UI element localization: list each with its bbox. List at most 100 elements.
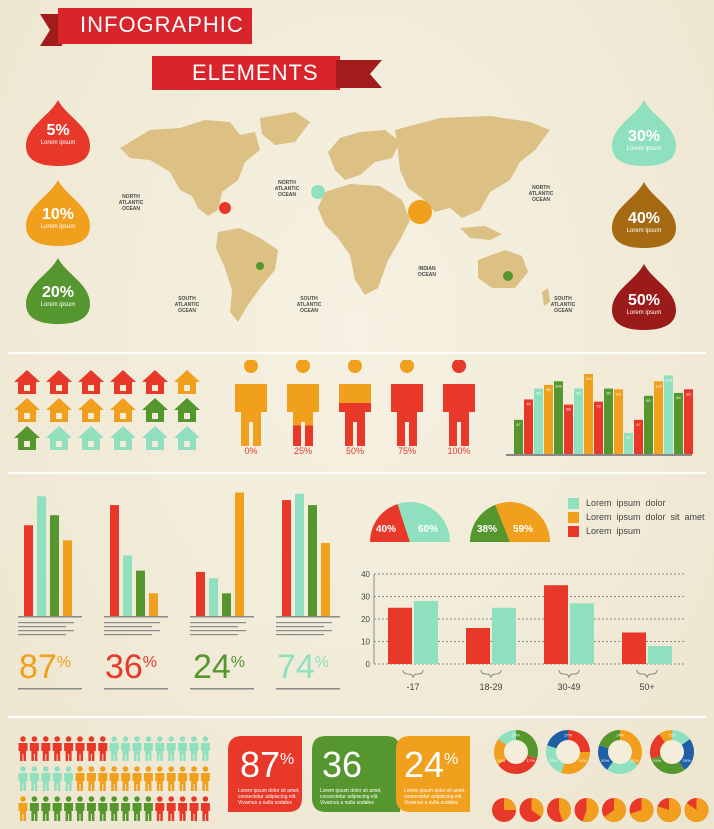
person-head <box>100 766 106 772</box>
mini-baseline <box>190 616 254 618</box>
person-head <box>145 796 152 802</box>
mini-chart-percent: 24% <box>192 648 246 686</box>
drop-icon <box>612 264 676 330</box>
house-icon <box>174 426 200 450</box>
house-icon <box>14 398 40 422</box>
house-icon <box>46 426 72 450</box>
person-body <box>98 803 108 821</box>
person-body <box>132 773 142 791</box>
person-body <box>18 803 28 821</box>
category-brace <box>402 669 424 679</box>
person-head <box>65 796 72 802</box>
drop-left-2[interactable]: 10% Lorem ipsum <box>40 206 76 230</box>
map-dot-orange[interactable] <box>408 200 432 224</box>
small-pie-slice <box>559 798 571 822</box>
person-body <box>121 803 131 821</box>
donut-label: 14% <box>616 733 624 738</box>
mini-bar <box>209 578 218 616</box>
person-fill <box>339 403 371 446</box>
person-icon <box>200 796 210 821</box>
mini-bar <box>37 496 46 616</box>
person-head <box>122 736 129 742</box>
house-icon <box>110 398 136 422</box>
map-dot-green-south-america[interactable] <box>256 262 264 270</box>
stat-card-red <box>228 736 302 812</box>
bar-value-label: 90 <box>606 391 611 396</box>
person-icon <box>29 766 39 791</box>
house-icon <box>110 398 136 422</box>
mini-chart-percent: 36% <box>104 648 158 686</box>
mini-text-line <box>104 630 160 632</box>
person-icon <box>143 766 153 791</box>
mini-bar <box>196 571 205 616</box>
person-scale-label: 50% <box>346 446 364 456</box>
drop-left-3[interactable]: 20% Lorem ipsum <box>40 284 76 308</box>
person-body <box>178 773 188 791</box>
map-dot-red[interactable] <box>219 202 231 214</box>
drop-right-1[interactable]: 30% Lorem ipsum <box>626 128 662 152</box>
person-icon <box>52 736 62 761</box>
person-icon <box>178 736 188 761</box>
person-body <box>200 773 210 791</box>
person-body <box>200 743 210 761</box>
person-head <box>77 736 83 742</box>
house-window <box>120 385 126 391</box>
bar <box>554 381 563 454</box>
person-icon <box>189 796 199 821</box>
person-head <box>134 766 140 772</box>
drop-left-1[interactable]: 5% Lorem ipsum <box>40 122 76 146</box>
person-head <box>77 796 83 802</box>
map-dot-mint[interactable] <box>311 185 325 199</box>
person-icon <box>443 360 475 446</box>
drop-right-3[interactable]: 50% Lorem ipsum <box>626 292 662 316</box>
grouped-bar <box>492 607 516 664</box>
person-icon <box>18 766 28 791</box>
asia <box>395 116 550 218</box>
donut-label: 14% <box>497 758 505 763</box>
person-body <box>121 773 131 791</box>
bar-value-label: 80 <box>646 398 651 403</box>
world-map <box>120 112 550 322</box>
bar <box>664 375 673 454</box>
mini-text-line <box>276 622 332 624</box>
stat-card-2-value: 36 <box>322 744 363 785</box>
donut-label: 22% <box>631 758 639 763</box>
people-fill-scale: 0% 25% 50% 75% 100% <box>235 360 475 456</box>
person-head <box>168 736 174 742</box>
gauge-segment <box>470 504 510 542</box>
mini-text-line <box>104 634 152 636</box>
person-body <box>132 803 142 821</box>
ocean-label: NORTH ATLANTIC OCEAN <box>118 194 144 212</box>
australia <box>478 250 528 288</box>
person-head <box>111 736 117 742</box>
person-body <box>75 773 85 791</box>
category-brace <box>636 669 658 679</box>
mini-text-line <box>190 622 246 624</box>
person-fill <box>443 360 475 446</box>
person-head <box>20 766 26 772</box>
house-icon <box>78 370 104 394</box>
drop-right-2[interactable]: 40% Lorem ipsum <box>626 210 662 234</box>
bar <box>684 389 693 454</box>
person-body <box>52 743 62 761</box>
mini-bar <box>222 593 231 616</box>
person-body <box>29 773 39 791</box>
person-head <box>145 766 152 772</box>
person-body <box>189 743 199 761</box>
gauge-1-a: 40% <box>376 524 397 535</box>
person-body <box>75 743 85 761</box>
house-icon <box>110 370 136 394</box>
person-base <box>235 360 267 446</box>
person-body <box>109 743 119 761</box>
mini-bar-charts <box>18 492 340 636</box>
map-dot-green-australia[interactable] <box>503 271 513 281</box>
south-america <box>216 228 278 322</box>
person-icon <box>132 796 142 821</box>
donut-charts: 29% 17% 14% 17% 14% 22% 14% 22% 20% 22% 20% 29% <box>492 730 709 822</box>
person-head <box>145 736 152 742</box>
gauge-1-b: 60% <box>418 524 439 535</box>
person-icon <box>132 736 142 761</box>
person-body <box>166 803 176 821</box>
person-body <box>41 803 51 821</box>
mini-baseline <box>276 616 340 618</box>
